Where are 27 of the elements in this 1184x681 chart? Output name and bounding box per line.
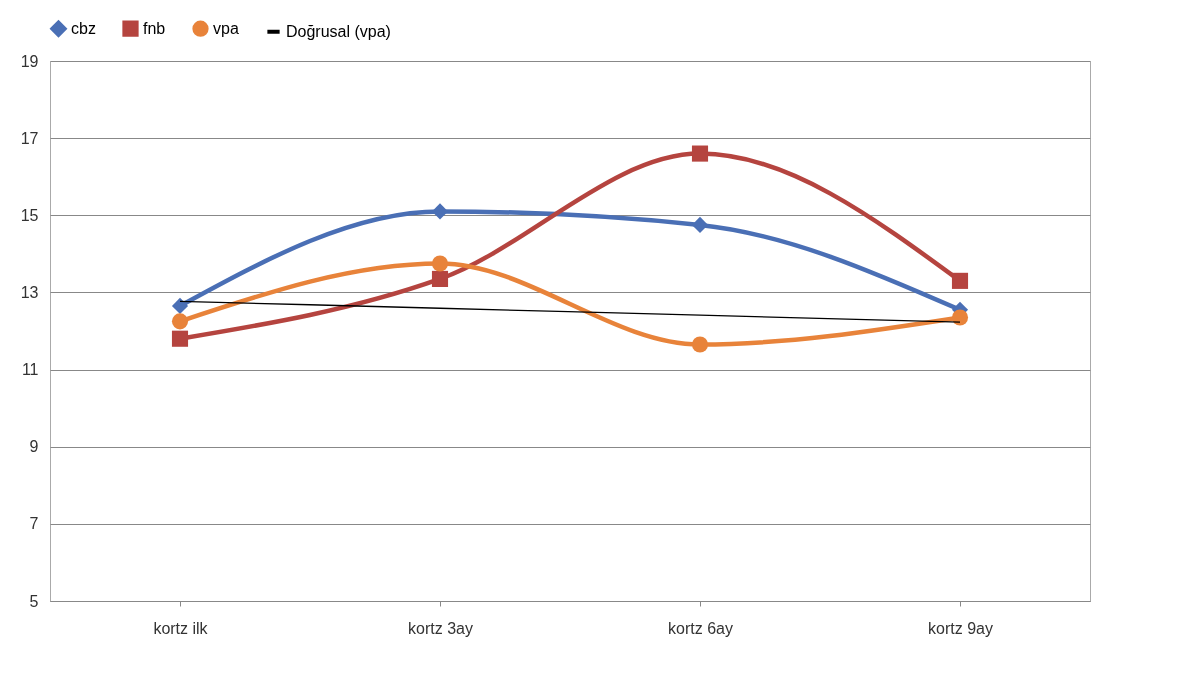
y-tick-label: 11: [21, 361, 39, 379]
point: [951, 309, 969, 326]
point: [951, 272, 969, 289]
point: [431, 270, 449, 287]
point: [431, 203, 449, 220]
y-tick-label: 19: [20, 52, 39, 70]
point: [691, 336, 709, 353]
point: [171, 313, 189, 330]
legend-label: vpa: [213, 19, 239, 37]
point: [171, 330, 189, 347]
legend-label: cbz: [71, 19, 96, 37]
y-tick-label: 17: [20, 129, 39, 147]
y-tick-label: 7: [29, 515, 39, 533]
y-tick-label: 15: [20, 206, 39, 224]
point: [171, 297, 189, 314]
point: [691, 216, 709, 233]
x-tick-label: kortz ilk: [153, 619, 209, 637]
point: [431, 255, 449, 272]
y-tick-label: 5: [29, 592, 39, 610]
x-tick-label: kortz 6ay: [668, 619, 733, 637]
legend-label: fnb: [143, 19, 166, 37]
y-tick-label: 13: [20, 283, 39, 301]
point: [691, 145, 709, 162]
y-tick-label: 9: [29, 438, 39, 456]
legend-label: Doğrusal (vpa): [286, 22, 391, 40]
x-tick-label: kortz 9ay: [928, 619, 993, 637]
x-tick-label: kortz 3ay: [408, 619, 473, 637]
